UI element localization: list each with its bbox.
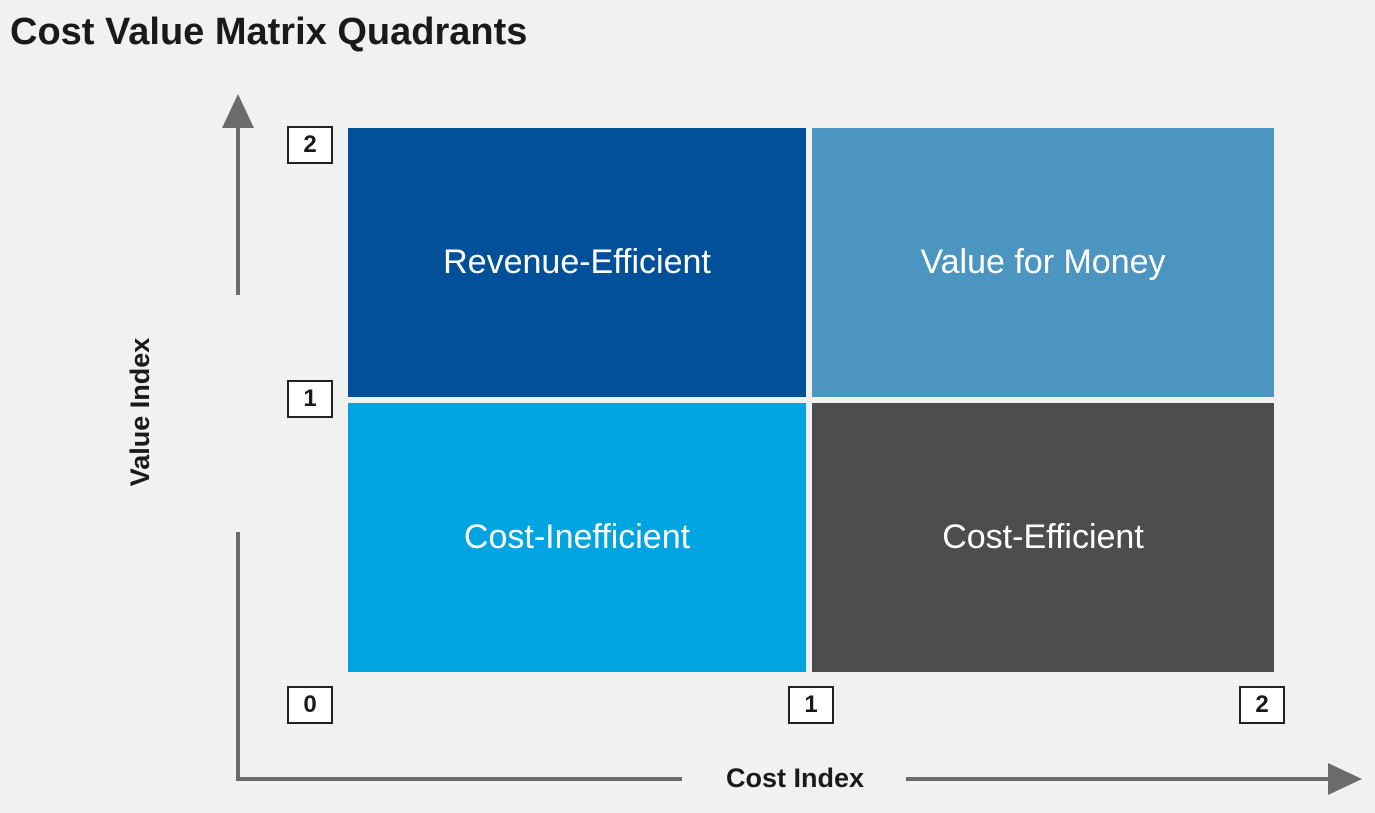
y-axis-arrow [222,94,254,128]
y-tick-1: 1 [287,380,333,418]
y-tick-2: 2 [287,126,333,164]
x-axis-arrow [1328,763,1362,795]
x-tick-1: 1 [788,686,834,724]
x-axis-label: Cost Index [725,762,865,793]
quadrant-cost-efficient: Cost-Efficient [812,403,1274,672]
quadrant-revenue-efficient: Revenue-Efficient [348,128,806,397]
quadrant-cost-inefficient: Cost-Inefficient [348,403,806,672]
page-title: Cost Value Matrix Quadrants [10,11,528,53]
x-tick-0: 0 [287,686,333,724]
quadrant-label: Cost-Efficient [942,518,1144,556]
y-axis-label: Value Index [124,337,155,487]
quadrant-value-for-money: Value for Money [812,128,1274,397]
quadrant-label: Revenue-Efficient [443,243,711,281]
x-tick-2: 2 [1239,686,1285,724]
quadrant-label: Value for Money [920,243,1166,281]
quadrant-label: Cost-Inefficient [463,518,691,556]
